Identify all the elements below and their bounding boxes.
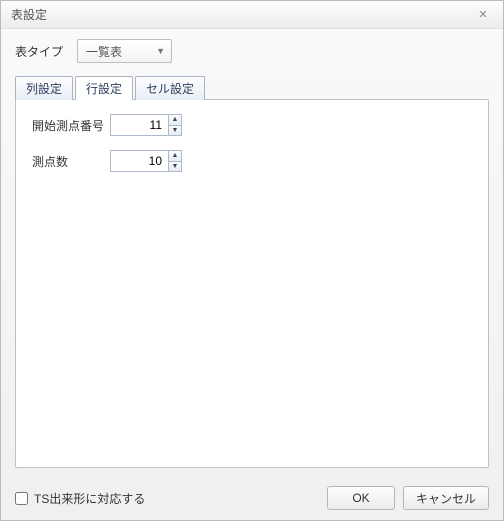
close-button[interactable]: ✕	[469, 6, 497, 24]
start-point-row: 開始測点番号 ▲ ▼	[32, 114, 472, 136]
dialog-title: 表設定	[11, 6, 47, 23]
point-count-input[interactable]	[110, 150, 168, 172]
point-count-label: 測点数	[32, 153, 110, 170]
ok-button-label: OK	[352, 491, 369, 505]
ts-checkbox-wrapper[interactable]: TS出来形に対応する	[15, 490, 145, 507]
point-count-down-button[interactable]: ▼	[169, 162, 181, 172]
dialog-footer: TS出来形に対応する OK キャンセル	[1, 476, 503, 520]
point-count-up-button[interactable]: ▲	[169, 151, 181, 162]
table-type-row: 表タイプ 一覧表 ▼	[15, 39, 489, 63]
tabstrip: 列設定 行設定 セル設定	[15, 75, 489, 99]
close-icon: ✕	[478, 8, 487, 21]
table-type-value: 一覧表	[86, 43, 122, 60]
dialog-body: 表タイプ 一覧表 ▼ 列設定 行設定 セル設定 開始測点番号 ▲ ▼	[1, 29, 503, 476]
table-type-select[interactable]: 一覧表 ▼	[77, 39, 172, 63]
tab-row-label: 行設定	[86, 80, 122, 97]
tab-row-settings[interactable]: 行設定	[75, 76, 133, 100]
cancel-button[interactable]: キャンセル	[403, 486, 489, 510]
ok-button[interactable]: OK	[327, 486, 395, 510]
chevron-down-icon: ▼	[156, 46, 165, 56]
tab-column-label: 列設定	[26, 80, 62, 97]
tab-cell-settings[interactable]: セル設定	[135, 76, 205, 100]
point-count-spinner: ▲ ▼	[110, 150, 182, 172]
tab-column-settings[interactable]: 列設定	[15, 76, 73, 100]
ts-checkbox[interactable]	[15, 492, 28, 505]
ts-checkbox-label: TS出来形に対応する	[34, 490, 145, 507]
table-settings-dialog: 表設定 ✕ 表タイプ 一覧表 ▼ 列設定 行設定 セル設定 開始測点番号 ▲	[0, 0, 504, 521]
cancel-button-label: キャンセル	[416, 490, 476, 507]
start-point-label: 開始測点番号	[32, 117, 110, 134]
point-count-spin-buttons: ▲ ▼	[168, 150, 182, 172]
start-point-down-button[interactable]: ▼	[169, 126, 181, 136]
tab-cell-label: セル設定	[146, 80, 194, 97]
footer-buttons: OK キャンセル	[327, 486, 489, 510]
titlebar: 表設定 ✕	[1, 1, 503, 29]
start-point-spin-buttons: ▲ ▼	[168, 114, 182, 136]
row-settings-panel: 開始測点番号 ▲ ▼ 測点数 ▲ ▼	[15, 99, 489, 468]
start-point-spinner: ▲ ▼	[110, 114, 182, 136]
start-point-up-button[interactable]: ▲	[169, 115, 181, 126]
table-type-label: 表タイプ	[15, 43, 63, 60]
point-count-row: 測点数 ▲ ▼	[32, 150, 472, 172]
start-point-input[interactable]	[110, 114, 168, 136]
